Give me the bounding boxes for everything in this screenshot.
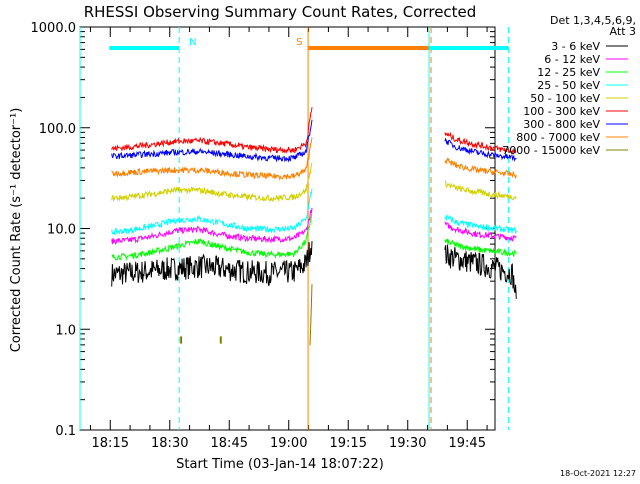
legend-label: 7000 - 15000 keV [502,144,600,157]
series-line-0 [111,241,313,287]
x-tick-label: 18:15 [92,436,129,451]
legend-label: 300 - 800 keV [523,118,600,131]
series-line-4 [111,162,313,203]
series-line-3 [444,214,517,234]
y-tick-label: 100.0 [39,122,76,137]
flag-label-s: S [296,37,302,48]
legend-label: 3 - 6 keV [551,40,600,53]
y-tick-label: 1000.0 [31,21,77,36]
footer-date: 18-Oct-2021 12:27 [560,469,636,478]
series-line-6 [444,137,517,162]
series-line-1 [111,207,313,245]
x-tick-label: 18:30 [151,436,188,451]
series-line-8 [309,284,313,346]
x-tick-label: 18:45 [211,436,248,451]
legend-label: 100 - 300 keV [523,105,600,118]
legend-header: Det 1,3,4,5,6,9, [550,14,636,27]
series-line-5 [111,107,313,154]
legend-label: 800 - 7000 keV [516,131,600,144]
y-tick-label: 10.0 [47,223,76,238]
series-line-0 [444,244,517,299]
flag-label-n: N [189,37,196,48]
x-tick-label: 19:45 [449,436,486,451]
series-line-7 [444,157,517,180]
x-tick-label: 19:00 [270,436,307,451]
legend-label: 12 - 25 keV [537,66,600,79]
x-axis-label: Start Time (03-Jan-14 18:07:22) [176,457,384,472]
series-line-7 [111,137,313,181]
series-line-1 [444,221,517,242]
series-line-3 [111,188,313,235]
x-tick-label: 19:30 [389,436,426,451]
legend-label: 6 - 12 keV [544,53,600,66]
y-tick-label: 0.1 [55,424,76,439]
chart-title: RHESSI Observing Summary Count Rates, Co… [84,3,477,21]
series-line-2 [444,238,517,257]
series-line-2 [111,213,313,261]
y-axis-label: Corrected Count Rate (s⁻¹ detector⁻¹) [9,108,24,353]
series-line-5 [444,131,517,156]
series-line-6 [111,119,313,163]
series-line-4 [444,179,517,201]
legend-label: 50 - 100 keV [530,92,600,105]
y-tick-label: 1.0 [55,323,76,338]
legend-label: 25 - 50 keV [537,79,600,92]
legend-header: Att 3 [610,25,636,38]
x-tick-label: 19:15 [330,436,367,451]
